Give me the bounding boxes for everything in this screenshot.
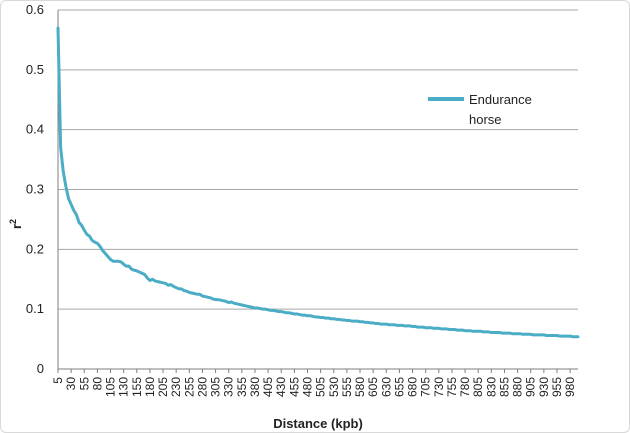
x-tick-label: 805 (471, 377, 485, 397)
x-axis-title: Distance (kpb) (273, 416, 363, 431)
series-group (56, 26, 580, 339)
x-tick-label: 530 (327, 377, 341, 397)
x-tick-label: 855 (497, 377, 511, 397)
x-tick-label: 605 (366, 377, 380, 397)
x-tick-labels: 5 30 55 80 105 130 155 180 205 230 255 280 305 330 355… (51, 377, 577, 397)
x-tick-label: 655 (392, 377, 406, 397)
x-tick-label: 580 (353, 377, 367, 397)
x-tick-label: 930 (537, 377, 551, 397)
series-line-endurance-horse (56, 26, 580, 339)
x-tick-label: 980 (563, 377, 577, 397)
legend-label-line-1: Endurance (469, 92, 532, 107)
x-tick-label: 355 (235, 377, 249, 397)
y-tick-label: 0 (37, 361, 44, 376)
x-tick-label: 205 (156, 377, 170, 397)
y-tick-label: 0.6 (26, 2, 44, 17)
x-tick-label: 755 (445, 377, 459, 397)
x-tick-label: 880 (511, 377, 525, 397)
x-tick-label: 430 (274, 377, 288, 397)
legend-label-line-2: horse (469, 112, 502, 127)
x-tick-label: 55 (77, 377, 91, 391)
x-tick-label: 105 (104, 377, 118, 397)
x-tick-label: 780 (458, 377, 472, 397)
x-tick-label: 380 (248, 377, 262, 397)
y-tick-label: 0.5 (26, 62, 44, 77)
x-tick-label: 255 (182, 377, 196, 397)
x-tick-label: 480 (300, 377, 314, 397)
x-tick-label: 680 (406, 377, 420, 397)
x-tick-label: 30 (64, 377, 78, 391)
x-tick-label: 830 (484, 377, 498, 397)
x-tick-label: 405 (261, 377, 275, 397)
gridlines (58, 9, 578, 310)
y-axis-title-main: r (9, 224, 24, 229)
x-tick-label: 555 (340, 377, 354, 397)
y-axis-title-superscript: 2 (8, 219, 18, 224)
x-axis (57, 10, 578, 373)
x-tick-label: 455 (287, 377, 301, 397)
y-tick-labels: 0 0.1 0.2 0.3 0.4 0.5 0.6 (26, 2, 44, 376)
x-tick-label: 155 (130, 377, 144, 397)
x-tick-label: 330 (222, 377, 236, 397)
x-tick-label: 5 (51, 377, 65, 384)
x-tick-label: 955 (550, 377, 564, 397)
x-tick-label: 505 (314, 377, 328, 397)
x-tick-label: 80 (90, 377, 104, 391)
y-tick-label: 0.4 (26, 122, 44, 137)
x-tick-label: 305 (209, 377, 223, 397)
x-tick-label: 280 (195, 377, 209, 397)
x-tick-label: 730 (432, 377, 446, 397)
x-tick-label: 905 (524, 377, 538, 397)
y-tick-label: 0.2 (26, 241, 44, 256)
legend: Endurance horse (428, 92, 532, 127)
x-tick-label: 705 (419, 377, 433, 397)
x-tick-label: 130 (117, 377, 131, 397)
x-tick-label: 180 (143, 377, 157, 397)
y-tick-label: 0.1 (26, 301, 44, 316)
y-axis-title: r2 (8, 219, 24, 229)
x-tick-label: 230 (169, 377, 183, 397)
y-tick-label: 0.3 (26, 182, 44, 197)
x-tick-label: 630 (379, 377, 393, 397)
